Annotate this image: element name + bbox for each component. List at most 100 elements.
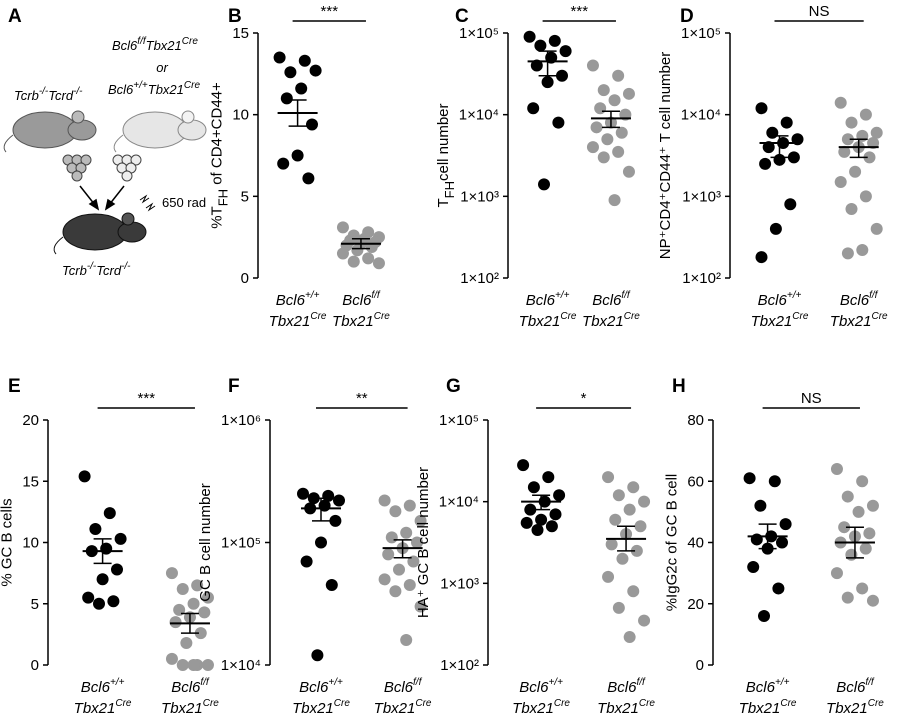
label-part: Tbx21 [374, 700, 416, 717]
y-label-part: of CD4+CD44+ [208, 82, 225, 189]
arrows [79, 185, 125, 211]
data-point [863, 527, 876, 540]
x-tick-label: Tbx21Cre [332, 311, 390, 330]
label-part: Tbx21 [512, 700, 554, 717]
label-part: Bcl6 [519, 679, 549, 696]
label-part: f/f [869, 290, 879, 301]
data-point [414, 600, 427, 613]
data-point [553, 489, 566, 502]
donor-label: Bcl6f/fTbx21Cre [112, 36, 198, 53]
y-axis-label: % GC B cells [0, 498, 15, 586]
significance-label: ** [356, 390, 368, 407]
data-point [852, 505, 865, 518]
data-point [859, 190, 872, 203]
data-point [768, 475, 781, 488]
data-point [845, 202, 858, 215]
label-part: +/+ [548, 677, 563, 688]
data-point [336, 221, 349, 234]
label-part: f/f [371, 290, 381, 301]
label-part: +/+ [133, 80, 148, 91]
label-part: Bcl6 [342, 292, 372, 309]
label-part: Tbx21 [582, 313, 624, 330]
data-point [201, 659, 214, 671]
data-point [780, 116, 793, 129]
data-point [78, 470, 91, 483]
label-part: f/f [636, 677, 646, 688]
label-part: Bcl6 [746, 679, 776, 696]
recipient-label: Tcrb-/-Tcrd-/- [62, 261, 131, 278]
data-point [623, 631, 636, 644]
y-tick-label: 15 [22, 473, 39, 490]
label-part: Cre [182, 36, 199, 47]
data-point [82, 591, 95, 604]
data-point [841, 591, 854, 604]
label-part: Tcrd [96, 263, 122, 278]
data-point [634, 520, 647, 533]
data-point [586, 59, 599, 72]
y-tick-label: 0 [241, 270, 249, 287]
data-point [784, 198, 797, 211]
label-part: Bcl6 [526, 292, 556, 309]
y-tick-label: 1×10² [682, 270, 721, 287]
y-tick-label: 1×10⁴ [681, 107, 721, 124]
error-bar [180, 612, 199, 634]
data-point [111, 563, 123, 576]
label-part: f/f [865, 677, 875, 688]
x-tick-label: Bcl6f/f [607, 677, 646, 696]
label-part: Bcl6 [384, 679, 414, 696]
label-part: Tbx21 [597, 700, 639, 717]
y-axis-label: GC B cell number [197, 483, 214, 601]
data-point [612, 69, 625, 82]
label-part: Bcl6 [840, 292, 870, 309]
data-point [382, 548, 395, 561]
x-tick-label: Bcl6f/f [171, 677, 210, 696]
data-point [297, 487, 309, 500]
data-point [176, 659, 189, 671]
data-point [325, 578, 338, 591]
label-part: Bcl6 [758, 292, 788, 309]
label-part: Bcl6 [592, 292, 622, 309]
x-tick-label: Bcl6+/+ [746, 677, 790, 696]
cells [62, 154, 142, 182]
data-point [549, 508, 562, 521]
label-part: Cre [639, 698, 656, 709]
data-point [863, 151, 876, 164]
significance-label: NS [809, 3, 830, 20]
label-part: Cre [624, 311, 641, 322]
label-part: Tbx21 [148, 82, 184, 97]
significance-label: * [581, 390, 587, 407]
y-tick-label: 80 [687, 412, 704, 429]
data-point [776, 536, 788, 549]
panel-letter: F [228, 376, 240, 397]
donor-label: Tcrb-/-Tcrd-/- [14, 86, 83, 103]
x-tick-label: Bcl6f/f [384, 677, 423, 696]
label-part: +/+ [110, 677, 125, 688]
data-point [541, 76, 554, 89]
data-point [608, 194, 621, 207]
label-part: Bcl6 [607, 679, 637, 696]
y-tick-label: 10 [232, 107, 249, 124]
error-bar [538, 50, 557, 77]
data-point [306, 118, 318, 131]
label-part: Cre [374, 311, 391, 322]
significance-label: *** [571, 3, 589, 20]
label-part: Cre [780, 698, 797, 709]
data-point [389, 585, 402, 598]
label-part: +/+ [775, 677, 790, 688]
panel-letter: E [8, 376, 21, 397]
label-part: Cre [871, 311, 888, 322]
data-point [601, 133, 614, 146]
significance-label: *** [321, 3, 339, 20]
data-point [870, 222, 883, 235]
label-part: f/f [413, 677, 423, 688]
data-point [538, 178, 550, 191]
y-label-part: FH [442, 181, 457, 198]
y-tick-label: 1×10⁶ [221, 412, 261, 429]
data-point [841, 133, 854, 146]
data-point [638, 495, 651, 508]
data-point [273, 51, 286, 64]
label-part: f/f [137, 36, 147, 47]
y-label-part: HA⁺ GC B cell number [415, 467, 432, 618]
